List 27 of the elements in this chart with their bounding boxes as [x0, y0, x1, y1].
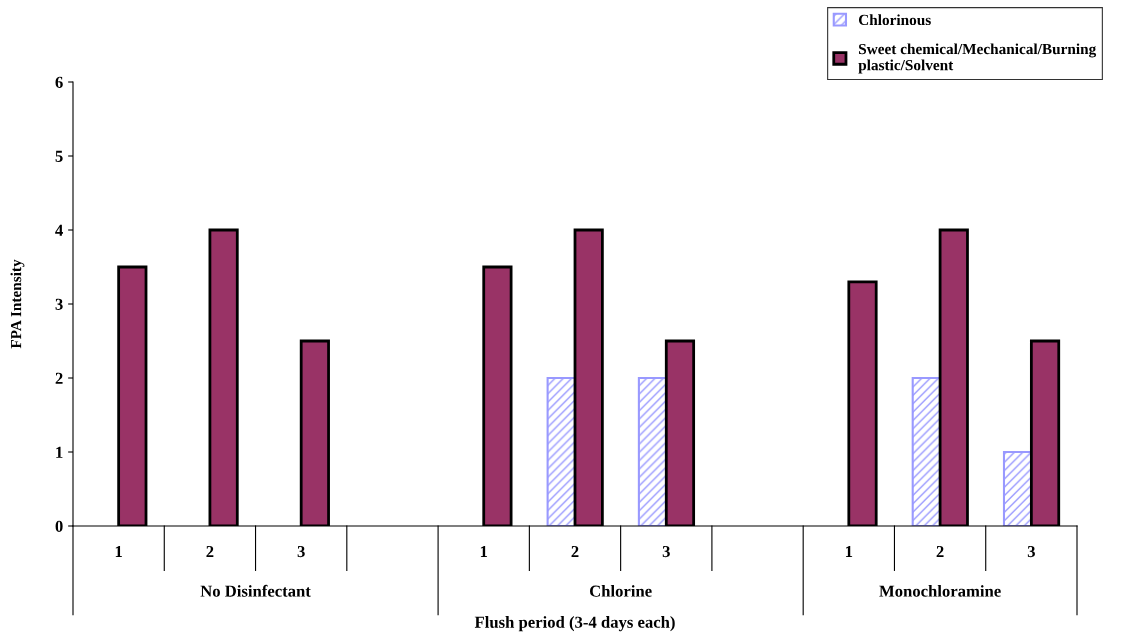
x-tick-label: 2: [936, 545, 944, 558]
x-tick-label: 1: [115, 546, 122, 558]
x-tick-label: 2: [571, 545, 579, 558]
y-tick-label: 6: [55, 76, 63, 88]
legend-label: Sweet chemical/Mechanical/Burning plastic/Solvent: [858, 43, 1097, 74]
legend-label: Chlorinous: [858, 14, 931, 26]
y-tick-label: 4: [55, 224, 63, 236]
x-axis-title: Flush period (3-4 days each): [474, 616, 675, 632]
x-tick-label: 1: [480, 546, 488, 558]
x-tick-label: 1: [845, 546, 853, 558]
text: No Disinfectant: [200, 584, 311, 597]
x-tick-label: 3: [297, 545, 305, 558]
y-tick-label: 2: [55, 372, 63, 384]
x-tick-label: 3: [1027, 545, 1035, 558]
y-tick-label: 1: [56, 446, 63, 458]
bar: [1002, 450, 1033, 526]
y-tick-label: 0: [55, 520, 63, 532]
y-tick-label: 5: [55, 150, 63, 162]
bar: [911, 376, 942, 526]
bar: [546, 376, 577, 526]
y-axis-title: FPA Intensity: [10, 259, 25, 349]
text: Chlorine: [589, 585, 652, 597]
y-tick-label: 3: [55, 298, 63, 310]
x-tick-label: 2: [206, 545, 214, 558]
x-tick-label: 3: [662, 545, 670, 558]
bar: [637, 376, 668, 526]
text: Monochloramine: [879, 585, 1001, 597]
